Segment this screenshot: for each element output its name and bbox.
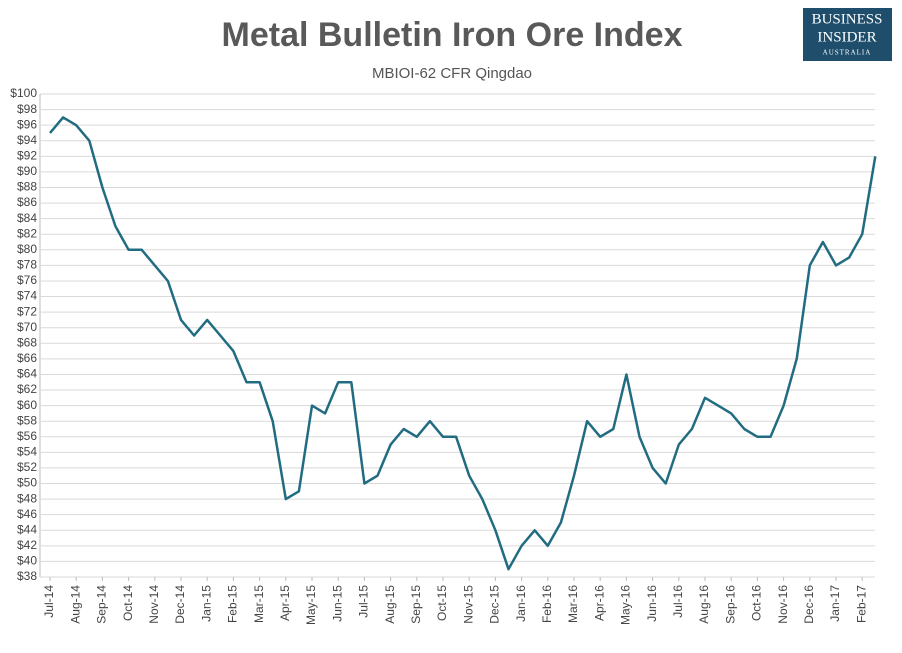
y-tick-label: $48 xyxy=(17,491,37,505)
x-tick-label: Jul-16 xyxy=(671,585,685,618)
y-tick-label: $94 xyxy=(17,133,37,147)
x-tick-label: Mar-15 xyxy=(252,585,266,623)
x-tick-label: Mar-16 xyxy=(566,585,580,623)
y-tick-label: $100 xyxy=(10,86,37,100)
y-tick-label: $70 xyxy=(17,320,37,334)
x-tick-label: Apr-16 xyxy=(592,585,606,621)
x-tick-label: Jan-15 xyxy=(199,585,213,622)
x-tick-label: Jan-16 xyxy=(514,585,528,622)
chart-title: Metal Bulletin Iron Ore Index xyxy=(222,16,683,54)
y-tick-label: $76 xyxy=(17,273,37,287)
x-tick-label: Dec-16 xyxy=(802,585,816,624)
x-tick-label: Jun-15 xyxy=(330,585,344,622)
x-tick-label: Oct-14 xyxy=(121,585,135,621)
x-tick-label: Oct-15 xyxy=(435,585,449,621)
y-tick-label: $96 xyxy=(17,117,37,131)
logo-text: AUSTRALIA xyxy=(823,49,872,57)
y-tick-label: $64 xyxy=(17,367,37,381)
x-tick-label: Feb-17 xyxy=(854,585,868,623)
logo-box xyxy=(803,8,892,61)
chart-subtitle: MBIOI-62 CFR Qingdao xyxy=(372,65,532,82)
x-tick-label: Apr-15 xyxy=(278,585,292,621)
y-tick-label: $72 xyxy=(17,304,37,318)
x-tick-label: Aug-16 xyxy=(697,585,711,624)
y-tick-label: $38 xyxy=(17,569,37,583)
y-tick-label: $60 xyxy=(17,398,37,412)
logo-text: INSIDER xyxy=(817,29,876,45)
x-tick-label: Jan-17 xyxy=(828,585,842,622)
x-tick-label: Sep-16 xyxy=(723,585,737,624)
x-tick-label: May-16 xyxy=(619,585,633,625)
y-tick-label: $90 xyxy=(17,164,37,178)
x-tick-label: Dec-14 xyxy=(173,585,187,624)
x-tick-label: Nov-16 xyxy=(776,585,790,624)
x-tick-label: May-15 xyxy=(304,585,318,625)
line xyxy=(49,116,877,571)
logo: BUSINESS INSIDER AUSTRALIA xyxy=(803,8,892,61)
x-tick-label: Aug-14 xyxy=(68,585,82,624)
x-tick-label: Jul-15 xyxy=(357,585,371,618)
x-tick-label: Nov-14 xyxy=(147,585,161,624)
y-tick-label: $52 xyxy=(17,460,37,474)
y-tick-label: $54 xyxy=(17,445,37,459)
y-tick-label: $44 xyxy=(17,522,37,536)
x-tick-label: Sep-14 xyxy=(95,585,109,624)
x-tick-label: Oct-16 xyxy=(750,585,764,621)
y-tick-label: $58 xyxy=(17,413,37,427)
y-tick-label: $46 xyxy=(17,507,37,521)
y-tick-label: $84 xyxy=(17,211,37,225)
x-tick-label: Jun-16 xyxy=(645,585,659,622)
logo-text: BUSINESS xyxy=(812,11,883,27)
y-tick-label: $66 xyxy=(17,351,37,365)
y-tick-label: $86 xyxy=(17,195,37,209)
y-tick-label: $50 xyxy=(17,476,37,490)
y-tick-label: $80 xyxy=(17,242,37,256)
x-tick-label: Jul-14 xyxy=(42,585,56,618)
x-tick-label: Sep-15 xyxy=(409,585,423,624)
y-tick-label: $82 xyxy=(17,226,37,240)
x-tick-label: Feb-16 xyxy=(540,585,554,623)
y-tick-label: $92 xyxy=(17,148,37,162)
y-tick-label: $68 xyxy=(17,335,37,349)
y-tick-label: $40 xyxy=(17,554,37,568)
x-tick-label: Feb-15 xyxy=(226,585,240,623)
y-tick-label: $62 xyxy=(17,382,37,396)
y-tick-label: $78 xyxy=(17,258,37,272)
x-tick-label: Dec-15 xyxy=(488,585,502,624)
y-tick-label: $98 xyxy=(17,102,37,116)
y-tick-label: $56 xyxy=(17,429,37,443)
y-tick-label: $88 xyxy=(17,180,37,194)
x-tick-label: Nov-15 xyxy=(461,585,475,624)
x-tick-label: Aug-15 xyxy=(383,585,397,624)
y-tick-label: $74 xyxy=(17,289,37,303)
y-tick-label: $42 xyxy=(17,538,37,552)
